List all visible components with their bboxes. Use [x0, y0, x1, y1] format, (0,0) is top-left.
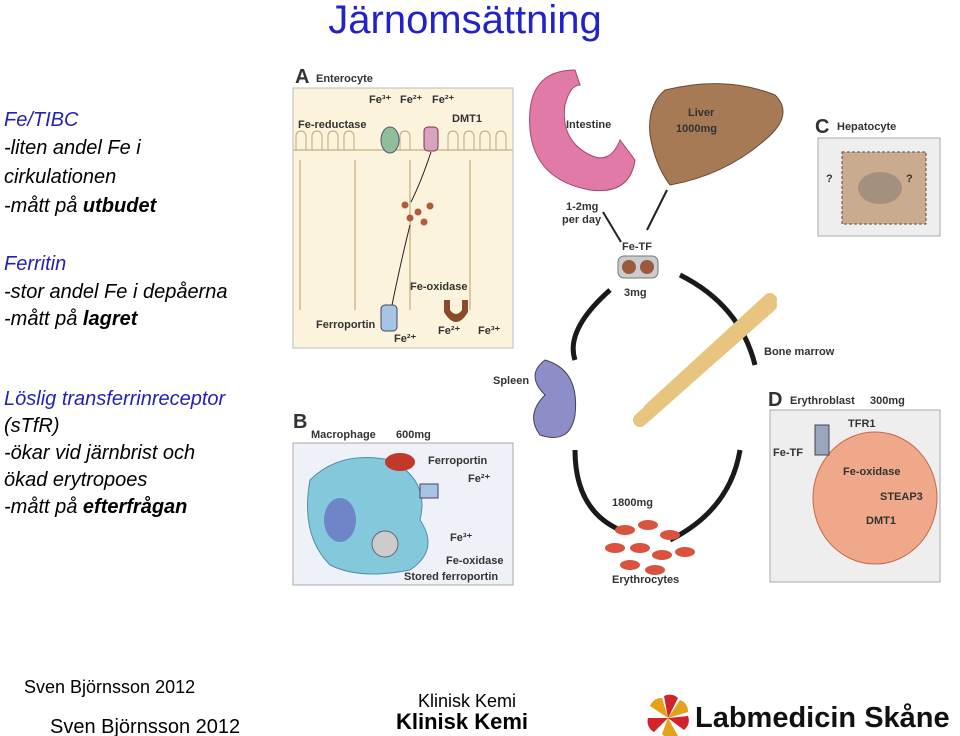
- author-small: Sven Björnsson 2012: [24, 677, 195, 697]
- microvilli: [295, 130, 507, 150]
- bone: [633, 293, 777, 427]
- line: (sTfR): [4, 415, 60, 437]
- title: Järnomsättning: [328, 0, 601, 42]
- arrow: [646, 189, 668, 231]
- label: 1000mg: [676, 123, 717, 135]
- label: Fe-oxidase: [446, 555, 503, 567]
- label: TFR1: [848, 418, 876, 430]
- line: -mått på lagret: [4, 308, 139, 330]
- emphasis: utbudet: [83, 195, 158, 217]
- oxidase-shape: [444, 300, 468, 322]
- erythrocyte-cluster: [605, 520, 695, 575]
- label: Fe³⁺: [450, 532, 473, 544]
- panel-a: A Enterocyte Fe³⁺ Fe²⁺ Fe²⁺ Fe-reductase…: [292, 66, 514, 349]
- label: Fe²⁺: [468, 473, 491, 485]
- label: Fe²⁺: [400, 94, 423, 106]
- dept: Klinisk Kemi: [396, 709, 528, 734]
- label: 600mg: [396, 429, 431, 441]
- label: Fe-oxidase: [410, 281, 467, 293]
- left-text: Fe/TIBC -liten andel Fe i cirkulationen …: [4, 109, 227, 518]
- tfr1-shape: [814, 424, 830, 456]
- arrow: [602, 211, 622, 243]
- label: Liver: [688, 107, 715, 119]
- line: cirkulationen: [4, 166, 116, 188]
- label: Fe²⁺: [432, 94, 455, 106]
- line: -mått på efterfrågan: [4, 495, 187, 518]
- emphasis: lagret: [83, 308, 139, 330]
- erythroblast: [812, 431, 938, 565]
- panel-letter: B: [293, 411, 307, 433]
- label: Fe-oxidase: [843, 466, 900, 478]
- iron: [622, 260, 636, 274]
- label: 1-2mg: [566, 201, 598, 213]
- label: Fe²⁺: [394, 333, 417, 345]
- label: STEAP3: [880, 491, 923, 503]
- label: Fe³⁺: [478, 325, 501, 337]
- line-part: -mått på: [4, 195, 83, 217]
- label: per day: [562, 214, 602, 226]
- line-part: -mått på: [4, 308, 83, 330]
- erythrocyte: [385, 453, 415, 471]
- label: 1800mg: [612, 497, 653, 509]
- dmt1-shape: [423, 126, 439, 152]
- cycle-arrows: [570, 272, 758, 543]
- panel-title: Erythroblast: [790, 395, 855, 407]
- liver: [649, 83, 784, 186]
- panel-title: Hepatocyte: [837, 121, 896, 133]
- dept-small: Klinisk Kemi: [418, 691, 516, 711]
- label: Fe²⁺: [438, 325, 461, 337]
- panel-letter: C: [815, 116, 829, 138]
- line: ökad erytropoes: [4, 469, 147, 491]
- nucleus: [858, 172, 902, 204]
- label: ?: [906, 173, 913, 185]
- iron: [640, 260, 654, 274]
- line: -liten andel Fe i: [4, 137, 141, 159]
- logo-text: Labmedicin Skåne: [695, 702, 950, 734]
- ferroportin-shape: [419, 483, 439, 499]
- nucleus: [324, 498, 356, 542]
- label: Ferroportin: [316, 319, 376, 331]
- label: DMT1: [452, 113, 482, 125]
- line: -stor andel Fe i depåerna: [4, 281, 227, 303]
- label: Spleen: [493, 375, 529, 387]
- line-part: -mått på: [4, 496, 83, 518]
- panel-letter: D: [768, 389, 782, 411]
- label: Stored ferroportin: [404, 571, 498, 583]
- vesicle: [371, 530, 399, 558]
- iron-dots: [401, 201, 434, 226]
- line: -ökar vid järnbrist och: [4, 442, 195, 464]
- label: Fe³⁺: [369, 94, 392, 106]
- panel-title: Enterocyte: [316, 73, 373, 85]
- label: Bone marrow: [764, 346, 835, 358]
- emphasis: efterfrågan: [83, 495, 187, 518]
- label: Intestine: [566, 119, 611, 131]
- logo-mark: [647, 694, 689, 736]
- label: 300mg: [870, 395, 905, 407]
- reductase-shape: [380, 126, 400, 154]
- label: Fe-reductase: [298, 119, 366, 131]
- heading: Ferritin: [4, 253, 66, 275]
- heading: Löslig transferrinreceptor: [4, 388, 227, 410]
- line: -mått på utbudet: [4, 195, 158, 217]
- panel-title: Macrophage: [311, 429, 376, 441]
- heading: Fe/TIBC: [4, 109, 79, 131]
- label: ?: [826, 173, 833, 185]
- label: Erythrocytes: [612, 574, 679, 586]
- label: 3mg: [624, 287, 647, 299]
- label: Fe-TF: [773, 447, 803, 459]
- author: Sven Björnsson 2012: [50, 716, 240, 736]
- spleen: [533, 359, 577, 438]
- cell-borders: [293, 149, 513, 310]
- label: DMT1: [866, 515, 896, 527]
- intestine: [529, 69, 636, 192]
- ferroportin-shape: [380, 304, 398, 332]
- label: Ferroportin: [428, 455, 488, 467]
- panel-letter: A: [295, 66, 309, 88]
- label: Fe-TF: [622, 241, 652, 253]
